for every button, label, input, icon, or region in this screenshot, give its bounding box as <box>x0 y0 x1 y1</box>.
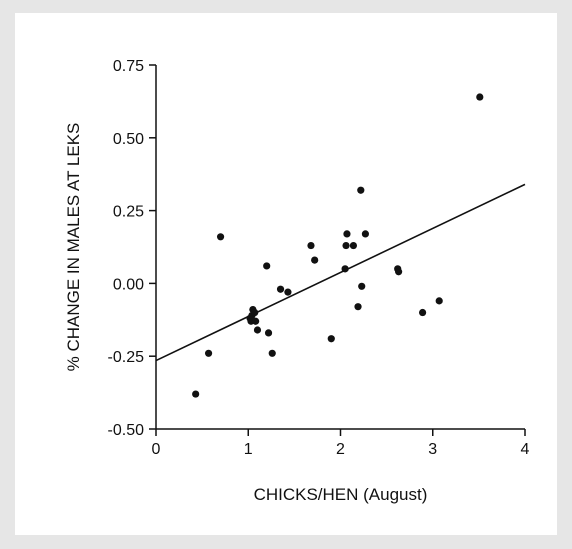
data-point <box>276 285 285 293</box>
data-point <box>476 93 484 101</box>
data-point <box>395 268 403 276</box>
data-point <box>284 288 292 296</box>
data-point <box>216 233 225 241</box>
data-point <box>251 308 259 317</box>
data-point <box>357 186 365 194</box>
data-point <box>263 262 271 270</box>
x-tick-label: 1 <box>244 441 253 458</box>
chart-panel: 0 1 2 3 4 0.75 0.50 0.25 0.00 -0.25 -0.50 CHICKS/… <box>15 13 557 535</box>
data-point <box>361 230 370 238</box>
scatter-chart: 0 1 2 3 4 0.75 0.50 0.25 0.00 -0.25 -0.50 CHICKS/… <box>64 58 530 504</box>
data-point <box>354 303 362 311</box>
data-point <box>307 241 315 250</box>
data-point <box>341 265 349 273</box>
y-tick-label: -0.25 <box>108 349 145 366</box>
data-point <box>342 241 350 250</box>
regression-line <box>155 183 526 362</box>
data-point <box>264 329 273 337</box>
data-point <box>204 349 213 357</box>
data-points <box>192 93 484 398</box>
data-point <box>192 390 200 398</box>
data-point <box>327 335 335 343</box>
y-tick-label: 0.50 <box>113 131 144 148</box>
x-tick-labels: 0 1 2 3 4 <box>152 441 530 458</box>
y-tick-label: -0.50 <box>108 422 145 439</box>
data-point <box>268 349 276 357</box>
y-tick-label: 0.00 <box>113 276 144 293</box>
data-point <box>311 256 319 264</box>
data-point <box>253 326 262 334</box>
data-point <box>419 308 427 317</box>
tick-marks <box>149 64 526 436</box>
y-tick-labels: 0.75 0.50 0.25 0.00 -0.25 -0.50 <box>108 58 145 439</box>
y-tick-label: 0.75 <box>113 58 144 75</box>
x-tick-label: 4 <box>521 441 530 458</box>
axes <box>155 65 525 430</box>
y-tick-label: 0.25 <box>113 204 144 221</box>
x-axis-label: CHICKS/HEN (August) <box>254 485 428 504</box>
y-axis-label: % CHANGE IN MALES AT LEKS <box>64 123 83 372</box>
x-tick-label: 2 <box>336 441 345 458</box>
data-point <box>435 297 443 305</box>
x-tick-label: 0 <box>152 441 161 458</box>
data-point <box>343 230 351 238</box>
data-point <box>252 317 260 325</box>
data-point <box>358 282 366 290</box>
data-point <box>349 241 358 250</box>
x-tick-label: 3 <box>428 441 437 458</box>
regression-line-group <box>155 183 526 362</box>
